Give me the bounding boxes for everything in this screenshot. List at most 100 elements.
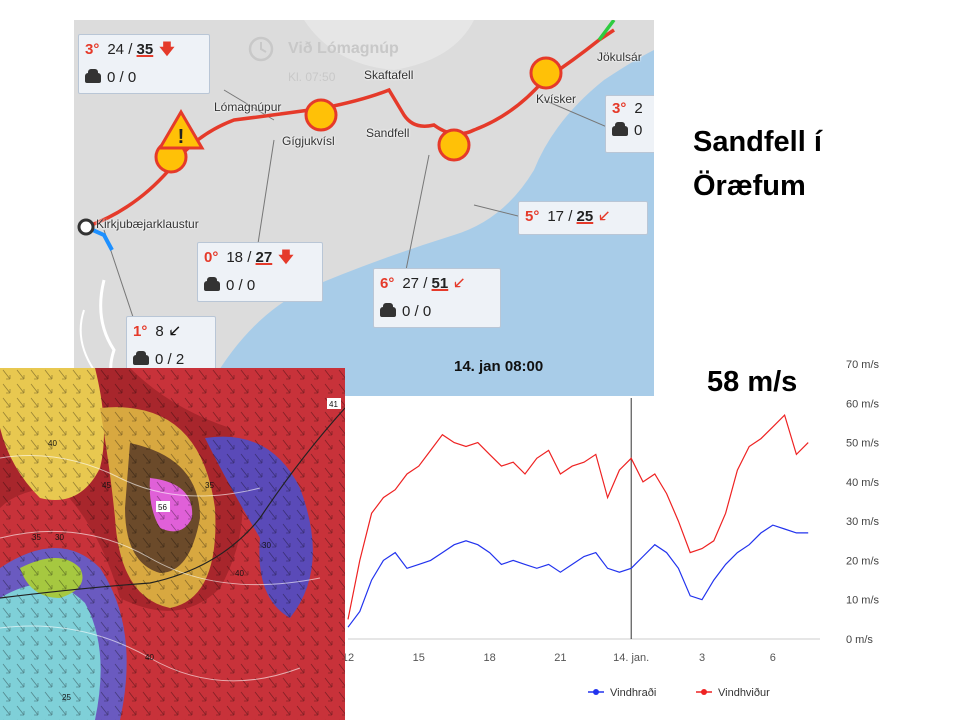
leader-line	[256, 139, 275, 251]
arrow-down-left-icon: 🡗	[169, 323, 180, 340]
weather-station-card[interactable]: 3° 24 / 35 🡇 0 / 0	[78, 34, 210, 94]
legend-swatch-dot	[593, 689, 599, 695]
legend-label: Vindhviður	[718, 687, 770, 699]
wind-barbs	[0, 368, 345, 720]
map-timestamp: 14. jan 08:00	[454, 358, 544, 375]
wind-speed: 27	[402, 275, 420, 292]
car-icon	[133, 351, 149, 365]
temperature: 3°	[612, 100, 627, 117]
wind-gust: 27	[255, 249, 273, 266]
warning-mark: !	[178, 126, 185, 148]
y-tick-label: 20 m/s	[846, 555, 880, 567]
road-camera-marker[interactable]	[529, 56, 563, 90]
x-tick-label: 14. jan.	[613, 652, 649, 664]
wind-gust: 35	[136, 41, 154, 58]
series-line-wind-gust	[347, 413, 809, 620]
y-tick-label: 70 m/s	[846, 359, 880, 371]
y-tick-label: 60 m/s	[846, 398, 880, 410]
leader-line	[543, 99, 615, 131]
traffic-count: 0	[634, 122, 643, 139]
warning-icon[interactable]	[157, 109, 205, 150]
peak-gust-label: 58 m/s	[707, 366, 798, 398]
place-label: Jökulsár	[597, 50, 642, 64]
traffic-count: 0 / 0	[402, 303, 432, 320]
road-camera-marker[interactable]	[437, 128, 471, 162]
car-icon	[380, 303, 396, 317]
weather-model-svg: 41 40 45 56 35 30 35 30 40 40 25	[0, 368, 345, 720]
weather-station-card[interactable]: 0° 18 / 27 🡇 0 / 0	[197, 242, 323, 302]
place-label: Kirkjubæjarklaustur	[96, 217, 199, 231]
wind-chart: 0 m/s 10 m/s 20 m/s 30 m/s 40 m/s 50 m/s 60 m/…	[330, 340, 960, 720]
weather-station-card[interactable]: 1° 8 🡗 0 / 2	[126, 316, 216, 376]
glacier-area	[304, 20, 474, 70]
contour-label: 45	[102, 481, 111, 490]
y-tick-label: 0 m/s	[846, 634, 873, 646]
road-map[interactable]: ! Við Lómagnúp Kl. 07:50 Kirkjubæjarklau…	[74, 20, 654, 396]
contour-label: 40	[145, 653, 154, 662]
arrow-down-icon: 🡇	[159, 41, 175, 58]
place-label: Kvísker	[536, 92, 577, 106]
arrow-down-icon: 🡇	[278, 249, 294, 266]
legend-swatch-dot	[701, 689, 707, 695]
contour-label: 35	[205, 481, 214, 490]
contour-label: 30	[262, 541, 271, 550]
weather-station-card[interactable]: 3° 2 0	[605, 95, 654, 153]
wind-gust: 25	[576, 208, 594, 225]
series-line-wind-speed	[347, 524, 809, 628]
contour-label: 40	[235, 569, 244, 578]
river-line	[79, 309, 95, 371]
x-tick-label: 15	[413, 652, 425, 664]
station-title: Sandfell í Öræfum	[693, 126, 822, 202]
place-label: Lómagnúpur	[214, 100, 282, 114]
wind-speed: 17	[547, 208, 565, 225]
coastline	[0, 407, 345, 599]
road-camera-marker[interactable]	[304, 98, 338, 132]
wind-speed: 8	[155, 323, 164, 340]
temperature: 0°	[204, 249, 219, 266]
traffic-count: 0 / 0	[107, 69, 137, 86]
wind-chart-svg: 0 m/s 10 m/s 20 m/s 30 m/s 40 m/s 50 m/s 60 m/…	[342, 359, 880, 699]
weather-station-card[interactable]: 6° 27 / 51 🡗 0 / 0	[373, 268, 501, 328]
wind-speed: 2	[634, 100, 643, 117]
y-tick-label: 10 m/s	[846, 595, 880, 607]
wind-speed: 24	[107, 41, 125, 58]
temperature: 5°	[525, 208, 540, 225]
weather-station-card[interactable]: 5° 17 / 25 🡗	[518, 201, 648, 235]
clock-location-label: Við Lómagnúp	[288, 40, 399, 57]
clock-time-label: Kl. 07:50	[288, 70, 336, 84]
contour-label: 56	[158, 503, 167, 512]
map-background: !	[74, 20, 654, 396]
x-tick-label: 6	[770, 652, 776, 664]
traffic-count: 0 / 0	[226, 277, 256, 294]
wind-gust: 51	[431, 275, 449, 292]
temperature: 6°	[380, 275, 395, 292]
car-icon	[204, 277, 220, 291]
temperature: 3°	[85, 41, 100, 58]
legend-label: Vindhraði	[610, 687, 656, 699]
place-label: Sandfell	[366, 126, 410, 140]
contour-label: 40	[48, 439, 57, 448]
contour-label: 30	[55, 533, 64, 542]
place-label: Skaftafell	[364, 68, 414, 82]
car-icon	[85, 69, 101, 83]
contour-label: 25	[62, 693, 71, 702]
town-marker[interactable]	[77, 218, 95, 236]
contour-label: 35	[32, 533, 41, 542]
temperature: 1°	[133, 323, 148, 340]
x-tick-label: 3	[699, 652, 705, 664]
x-tick-label: 18	[483, 652, 495, 664]
y-tick-label: 50 m/s	[846, 438, 880, 450]
x-tick-label: 21	[554, 652, 566, 664]
clock-icon	[248, 36, 274, 62]
y-tick-label: 40 m/s	[846, 477, 880, 489]
contour-label: 41	[329, 400, 338, 409]
wind-speed: 18	[226, 249, 244, 266]
road-ok[interactable]	[597, 20, 616, 42]
arrow-down-left-icon: 🡗	[599, 208, 610, 225]
place-label: Gígjukvísl	[282, 134, 335, 148]
car-icon	[612, 122, 628, 136]
leader-line	[403, 154, 430, 281]
y-tick-label: 30 m/s	[846, 516, 880, 528]
sea-area	[74, 50, 654, 396]
traffic-count: 0 / 2	[155, 351, 185, 368]
